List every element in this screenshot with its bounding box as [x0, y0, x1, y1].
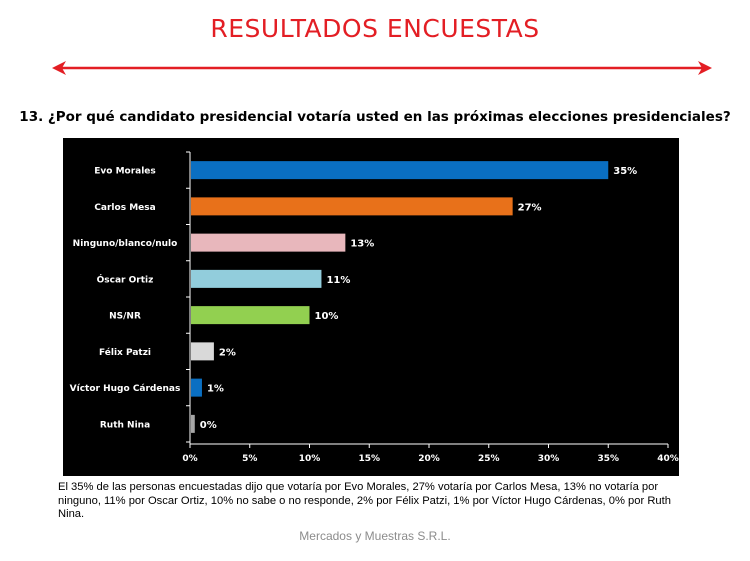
- bar-6: [191, 378, 202, 397]
- value-label: 10%: [315, 311, 339, 322]
- x-tick-label: 0%: [182, 454, 197, 464]
- x-tick-label: 15%: [358, 454, 380, 464]
- x-tick-label: 20%: [418, 454, 440, 464]
- page-title: RESULTADOS ENCUESTAS: [210, 14, 540, 43]
- bar-chart: Evo Morales 35% Carlos Mesa 27% Ninguno/blan…: [63, 138, 679, 476]
- value-label: 1%: [207, 384, 224, 395]
- bar-1: [191, 197, 513, 216]
- category-label: NS/NR: [109, 312, 141, 322]
- bar-0: [191, 161, 609, 180]
- value-label: 13%: [350, 239, 374, 250]
- value-label: 27%: [518, 202, 542, 213]
- bar-chart-svg: Evo Morales 35% Carlos Mesa 27% Ninguno/blan…: [63, 138, 679, 476]
- category-label: Evo Morales: [94, 167, 156, 177]
- footer-credit: Mercados y Muestras S.R.L.: [299, 529, 451, 543]
- bar-4: [191, 306, 310, 325]
- question-text: 13. ¿Por qué candidato presidencial vota…: [19, 109, 731, 125]
- category-label: Óscar Ortiz: [97, 273, 154, 285]
- x-tick-label: 40%: [657, 454, 679, 464]
- value-label: 11%: [326, 275, 350, 286]
- x-tick-label: 25%: [478, 454, 500, 464]
- value-label: 35%: [613, 166, 637, 177]
- bar-2: [191, 233, 346, 252]
- chart-caption: El 35% de las personas encuestadas dijo …: [58, 481, 671, 520]
- x-tick-label: 30%: [538, 454, 560, 464]
- category-label: Carlos Mesa: [94, 203, 155, 213]
- x-tick-label: 10%: [299, 454, 321, 464]
- bar-3: [191, 269, 322, 288]
- double-arrow-divider: [52, 61, 712, 75]
- bar-7: [191, 414, 195, 433]
- value-label: 0%: [200, 420, 217, 431]
- category-label: Víctor Hugo Cárdenas: [70, 384, 181, 394]
- x-tick-label: 5%: [242, 454, 257, 464]
- value-label: 2%: [219, 347, 236, 358]
- x-tick-label: 35%: [597, 454, 619, 464]
- category-label: Ninguno/blanco/nulo: [73, 239, 178, 249]
- category-label: Félix Patzi: [99, 347, 151, 358]
- bar-5: [191, 342, 214, 361]
- category-label: Ruth Nina: [100, 420, 150, 430]
- chart-background: [63, 138, 679, 476]
